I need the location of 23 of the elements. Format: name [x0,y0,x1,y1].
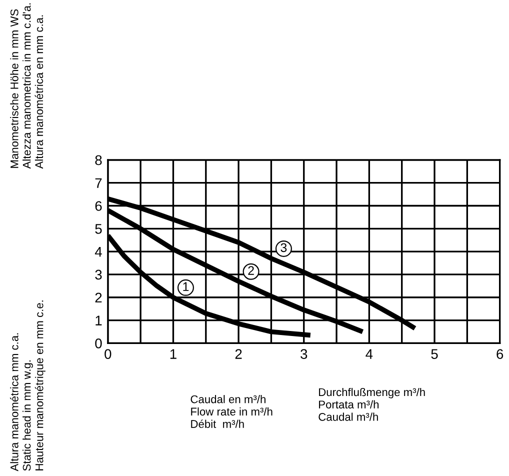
x-axis-title: Caudal en m³/h Flow rate in m³/h Débit m³/h [190,395,272,428]
y-tick-label: 8 [95,155,102,166]
series-label: 3 [280,243,287,252]
x-tick-label: 6 [496,349,504,359]
text: Durchflußmenge m³/h Portata m³/h Caudal m³/h [318,388,425,421]
y-tick-label: 7 [95,178,102,188]
y-tick-label: 6 [95,201,102,211]
x-tick-label: 4 [366,349,373,359]
series-label: 1 [183,282,189,291]
x-tick-label: 2 [235,349,242,359]
y-tick-label: 1 [96,316,102,326]
y-tick-label: 3 [95,270,102,280]
x-tick-label: 5 [431,349,438,359]
y-tick-label: 0 [95,338,102,348]
y-axis-title: Manometrische Höhe in mm WS Altezza manometrica in mm c.d'a. Altura manométrica en mm c.a. [10,3,44,169]
x-tick-label: 0 [104,349,112,359]
y-tick-label: 2 [95,292,102,302]
y-tick-label: 5 [95,224,102,234]
x-tick-label: 1 [170,349,176,359]
y-tick-label: 4 [94,247,102,257]
text: Altura manométrica mm c.a. Static head in mm w.g. Hauteur manométrique en mm c.e. [10,300,46,472]
series-label: 2 [248,266,254,275]
x-tick-label: 3 [300,349,308,359]
